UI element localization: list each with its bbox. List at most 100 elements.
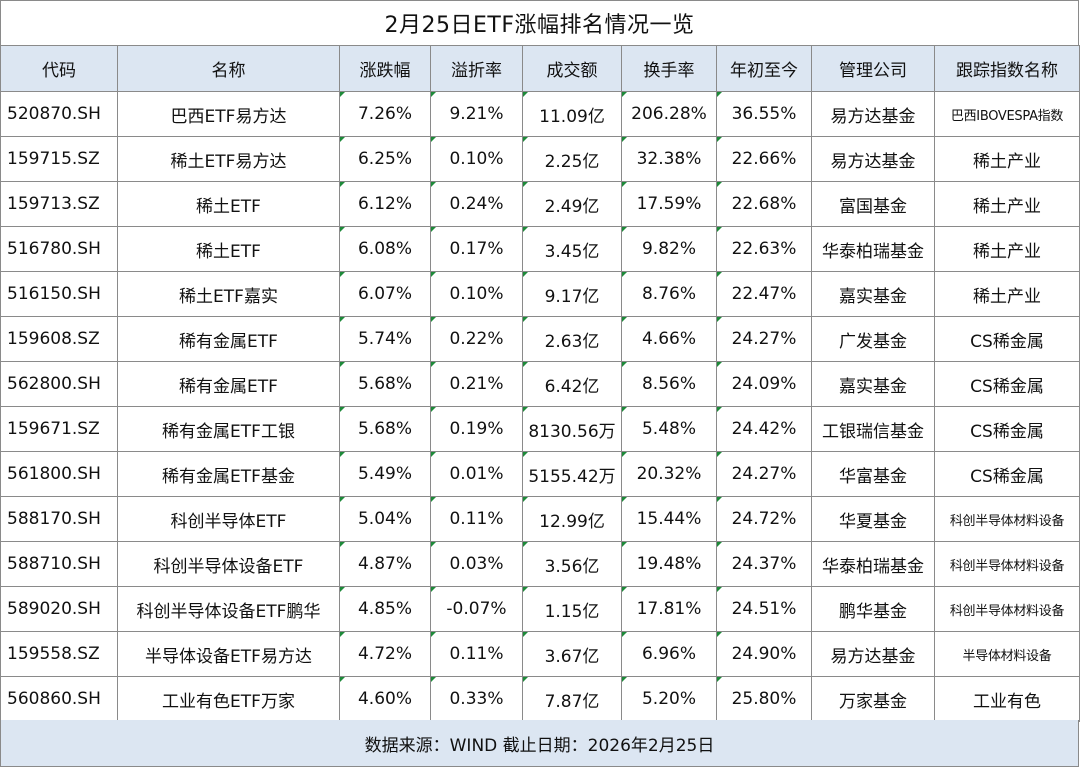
cell-ytd: 22.47%	[716, 271, 812, 317]
cell-code: 516150.SH	[0, 271, 118, 317]
cell-turnover-amount: 8130.56万	[522, 406, 622, 452]
cell-turnover-rate: 32.38%	[621, 136, 717, 182]
cell-code: 520870.SH	[0, 91, 118, 137]
col-header-turnover-rate: 换手率	[621, 45, 717, 92]
cell-name: 工业有色ETF万家	[117, 676, 340, 722]
cell-index: 稀土产业	[934, 136, 1080, 182]
table-row: 159671.SZ 稀有金属ETF工银 5.68% 0.19% 8130.56万 5.48…	[0, 406, 1080, 452]
cell-name: 巴西ETF易方达	[117, 91, 340, 137]
cell-ytd: 24.27%	[716, 316, 812, 362]
cell-code: 159713.SZ	[0, 181, 118, 227]
cell-turnover-amount: 12.99亿	[522, 496, 622, 542]
cell-ytd: 22.63%	[716, 226, 812, 272]
cell-index: 巴西IBOVESPA指数	[934, 91, 1080, 137]
cell-premium: 0.01%	[430, 451, 523, 497]
cell-ytd: 24.27%	[716, 451, 812, 497]
cell-turnover-amount: 2.25亿	[522, 136, 622, 182]
table-row: 159558.SZ 半导体设备ETF易方达 4.72% 0.11% 3.67亿 6.96%…	[0, 631, 1080, 677]
cell-name: 科创半导体ETF	[117, 496, 340, 542]
cell-change: 6.08%	[339, 226, 431, 272]
cell-name: 稀有金属ETF基金	[117, 451, 340, 497]
cell-manager: 万家基金	[811, 676, 935, 722]
cell-turnover-rate: 20.32%	[621, 451, 717, 497]
cell-index: CS稀金属	[934, 406, 1080, 452]
cell-change: 5.68%	[339, 406, 431, 452]
cell-turnover-amount: 7.87亿	[522, 676, 622, 722]
cell-turnover-rate: 15.44%	[621, 496, 717, 542]
cell-manager: 华富基金	[811, 451, 935, 497]
cell-ytd: 24.51%	[716, 586, 812, 632]
cell-premium: 0.10%	[430, 271, 523, 317]
cell-premium: 0.24%	[430, 181, 523, 227]
cell-premium: 0.10%	[430, 136, 523, 182]
cell-ytd: 25.80%	[716, 676, 812, 722]
cell-premium: 0.03%	[430, 541, 523, 587]
cell-name: 科创半导体设备ETF鹏华	[117, 586, 340, 632]
table-row: 560860.SH 工业有色ETF万家 4.60% 0.33% 7.87亿 5.20% 25…	[0, 676, 1080, 722]
col-header-premium: 溢折率	[430, 45, 523, 92]
table-row: 520870.SH 巴西ETF易方达 7.26% 9.21% 11.09亿 206.28%…	[0, 91, 1080, 137]
col-header-code: 代码	[0, 45, 118, 92]
cell-name: 稀有金属ETF	[117, 316, 340, 362]
cell-name: 稀土ETF嘉实	[117, 271, 340, 317]
cell-manager: 华泰柏瑞基金	[811, 541, 935, 587]
cell-premium: -0.07%	[430, 586, 523, 632]
cell-turnover-amount: 3.67亿	[522, 631, 622, 677]
cell-turnover-amount: 3.56亿	[522, 541, 622, 587]
table-row: 561800.SH 稀有金属ETF基金 5.49% 0.01% 5155.42万 20.3…	[0, 451, 1080, 497]
cell-ytd: 24.72%	[716, 496, 812, 542]
cell-manager: 工银瑞信基金	[811, 406, 935, 452]
cell-name: 稀土ETF	[117, 181, 340, 227]
cell-ytd: 24.37%	[716, 541, 812, 587]
col-header-name: 名称	[117, 45, 340, 92]
cell-premium: 0.21%	[430, 361, 523, 407]
cell-turnover-rate: 17.81%	[621, 586, 717, 632]
col-header-index: 跟踪指数名称	[934, 45, 1080, 92]
cell-index: 稀土产业	[934, 226, 1080, 272]
cell-turnover-rate: 9.82%	[621, 226, 717, 272]
cell-ytd: 22.68%	[716, 181, 812, 227]
cell-code: 562800.SH	[0, 361, 118, 407]
cell-index: 科创半导体材料设备	[934, 586, 1080, 632]
cell-name: 稀有金属ETF工银	[117, 406, 340, 452]
table-row: 159715.SZ 稀土ETF易方达 6.25% 0.10% 2.25亿 32.38% 22…	[0, 136, 1080, 182]
cell-change: 5.74%	[339, 316, 431, 362]
cell-manager: 嘉实基金	[811, 271, 935, 317]
cell-index: 稀土产业	[934, 181, 1080, 227]
cell-premium: 0.17%	[430, 226, 523, 272]
col-header-turnover-amount: 成交额	[522, 45, 622, 92]
cell-code: 589020.SH	[0, 586, 118, 632]
cell-turnover-rate: 8.56%	[621, 361, 717, 407]
cell-manager: 广发基金	[811, 316, 935, 362]
cell-manager: 华泰柏瑞基金	[811, 226, 935, 272]
cell-code: 159715.SZ	[0, 136, 118, 182]
cell-change: 4.85%	[339, 586, 431, 632]
cell-turnover-amount: 2.63亿	[522, 316, 622, 362]
cell-code: 588710.SH	[0, 541, 118, 587]
cell-manager: 鹏华基金	[811, 586, 935, 632]
cell-turnover-rate: 5.48%	[621, 406, 717, 452]
cell-premium: 0.22%	[430, 316, 523, 362]
cell-code: 159558.SZ	[0, 631, 118, 677]
cell-change: 4.87%	[339, 541, 431, 587]
cell-change: 6.12%	[339, 181, 431, 227]
table-row: 159608.SZ 稀有金属ETF 5.74% 0.22% 2.63亿 4.66% 24.2…	[0, 316, 1080, 362]
cell-ytd: 36.55%	[716, 91, 812, 137]
cell-turnover-rate: 19.48%	[621, 541, 717, 587]
cell-turnover-amount: 6.42亿	[522, 361, 622, 407]
cell-index: 半导体材料设备	[934, 631, 1080, 677]
table-row: 588710.SH 科创半导体设备ETF 4.87% 0.03% 3.56亿 19.48%…	[0, 541, 1080, 587]
cell-index: 科创半导体材料设备	[934, 496, 1080, 542]
cell-premium: 0.11%	[430, 631, 523, 677]
cell-change: 5.49%	[339, 451, 431, 497]
cell-code: 561800.SH	[0, 451, 118, 497]
cell-name: 科创半导体设备ETF	[117, 541, 340, 587]
cell-manager: 华夏基金	[811, 496, 935, 542]
cell-premium: 0.11%	[430, 496, 523, 542]
cell-manager: 易方达基金	[811, 631, 935, 677]
cell-change: 5.04%	[339, 496, 431, 542]
cell-manager: 嘉实基金	[811, 361, 935, 407]
etf-table: 代码 名称 涨跌幅 溢折率 成交额 换手率 年初至今 管理公司 跟踪指数名称 5…	[0, 45, 1080, 722]
cell-turnover-amount: 11.09亿	[522, 91, 622, 137]
